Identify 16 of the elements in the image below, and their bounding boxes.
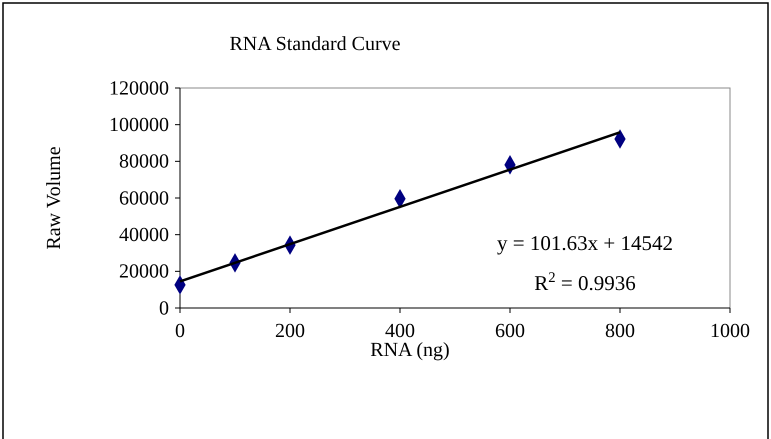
y-tick-label: 120000 bbox=[109, 77, 169, 100]
y-tick-label: 0 bbox=[159, 297, 169, 320]
annotation: y = 101.63x + 14542 bbox=[497, 231, 673, 255]
chart-title: RNA Standard Curve bbox=[229, 33, 401, 55]
y-tick-label: 20000 bbox=[119, 260, 169, 283]
annotation: R$^{2}$ = 0.9936 bbox=[534, 270, 636, 295]
y-tick-label: 80000 bbox=[119, 150, 169, 173]
y-tick-label: 100000 bbox=[109, 114, 169, 136]
y-tick-label: 40000 bbox=[119, 224, 169, 246]
x-tick-label: 0 bbox=[175, 320, 185, 342]
x-tick-label: 1000 bbox=[710, 320, 750, 342]
x-tick-label: 200 bbox=[275, 320, 305, 342]
y-axis-title: Raw Volume bbox=[43, 146, 65, 250]
x-tick-label: 800 bbox=[605, 320, 635, 342]
y-tick-label: 60000 bbox=[119, 187, 169, 210]
x-tick-label: 600 bbox=[495, 320, 525, 342]
